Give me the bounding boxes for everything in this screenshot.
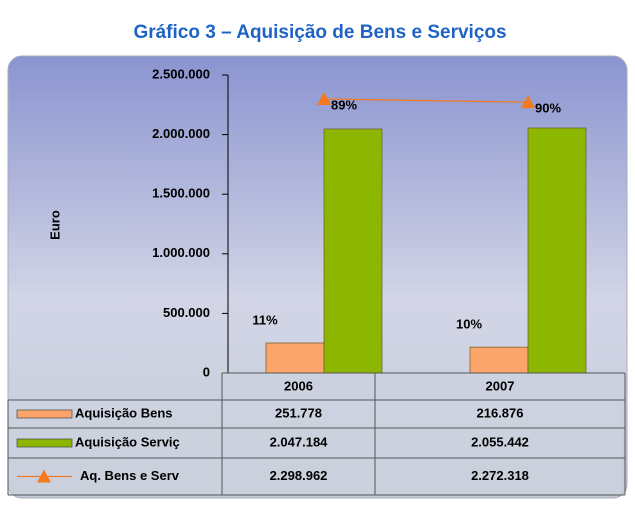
line — [323, 98, 529, 103]
chart-title: Gráfico 3 – Aquisição de Bens e Serviços — [133, 22, 506, 43]
percent-label: 90% — [535, 101, 561, 116]
bar — [323, 128, 383, 374]
table-value: 2.055.442 — [471, 434, 529, 449]
y-axis-label: Euro — [47, 210, 62, 240]
x-tick-label: 2007 — [486, 378, 515, 393]
table-value: 2.272.318 — [471, 468, 529, 483]
panel — [7, 55, 628, 499]
table-value: 2.298.962 — [270, 468, 328, 483]
bar — [469, 346, 529, 374]
marker — [521, 95, 535, 109]
table-bg — [8, 400, 622, 495]
legend-label: Aquisição Serviç — [75, 434, 180, 449]
y-tick-label: 1.500.000 — [152, 186, 210, 201]
bar — [527, 127, 587, 374]
legend-label: Aquisição Bens — [75, 405, 173, 420]
y-tick-label: 1.000.000 — [152, 245, 210, 260]
y-tick-label: 2.500.000 — [152, 66, 210, 81]
y-tick-label: 0 — [203, 364, 210, 379]
legend-key — [16, 409, 73, 419]
legend-key — [37, 469, 51, 483]
legend-key — [16, 438, 73, 448]
percent-label: 10% — [456, 317, 482, 332]
y-tick-label: 2.000.000 — [152, 126, 210, 141]
percent-label: 89% — [331, 97, 357, 112]
y-tick-label: 500.000 — [163, 305, 210, 320]
table-value: 216.876 — [477, 405, 524, 420]
marker — [317, 91, 331, 105]
table-value: 2.047.184 — [270, 434, 329, 449]
legend-label: Aq. Bens e Serv — [80, 468, 180, 483]
bar — [265, 342, 325, 374]
x-tick-label: 2006 — [284, 378, 313, 393]
table-value: 251.778 — [275, 405, 322, 420]
percent-label: 11% — [252, 312, 278, 327]
